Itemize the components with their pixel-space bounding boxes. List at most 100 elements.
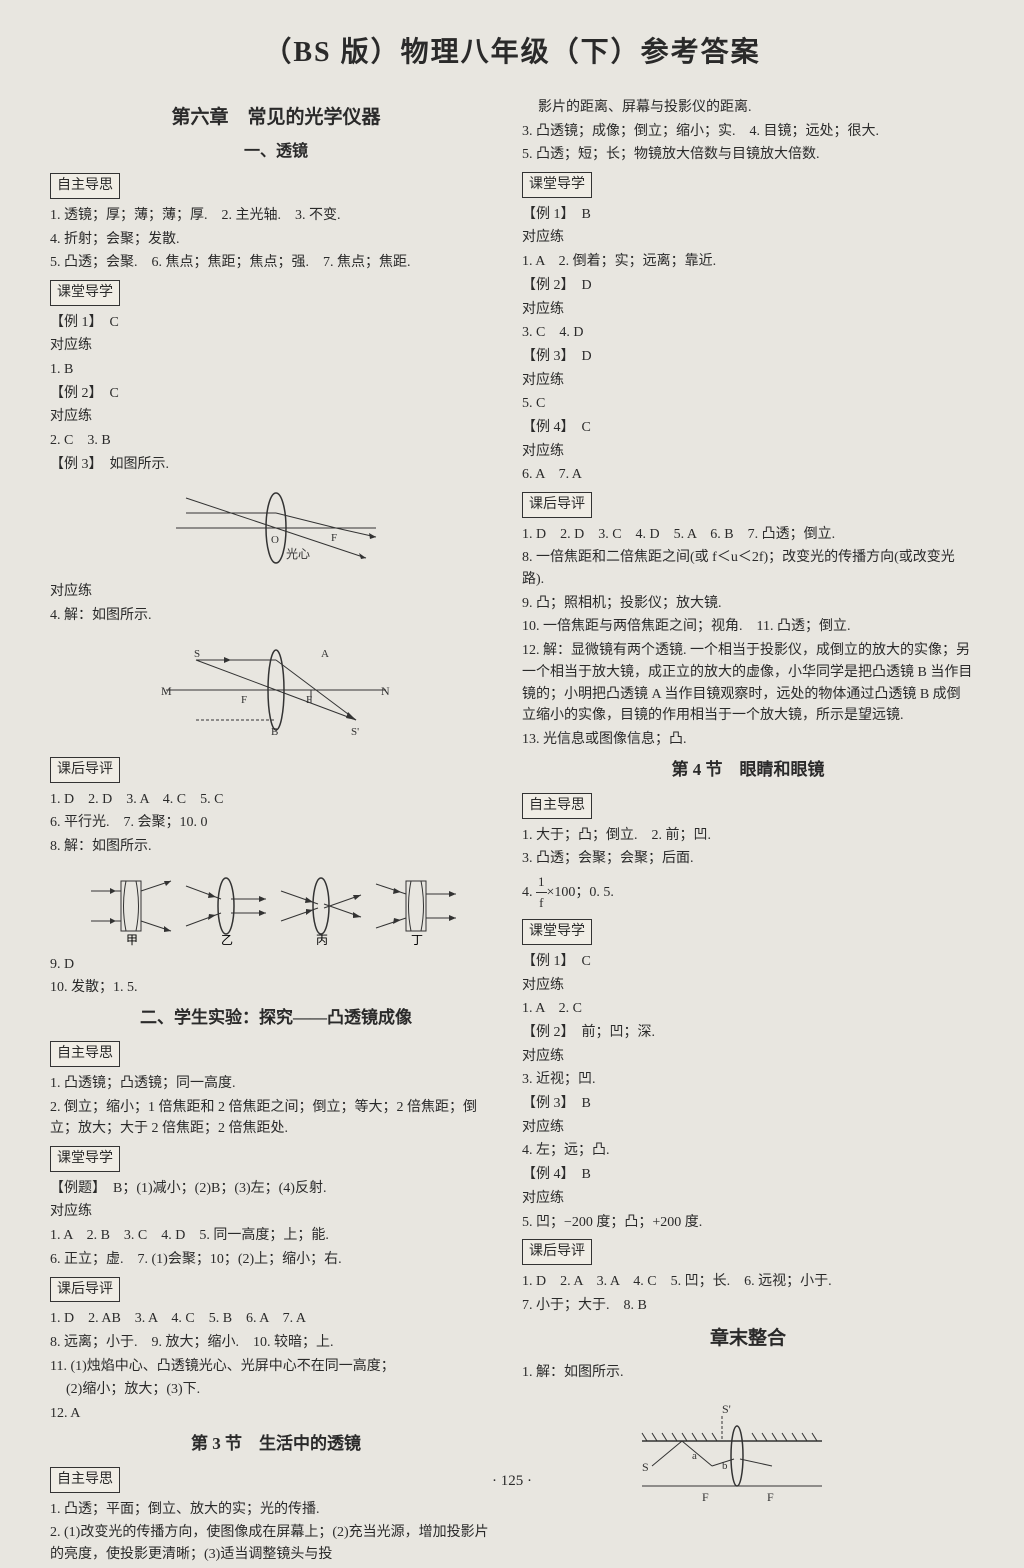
text-line: 【例 1】 B bbox=[522, 204, 974, 226]
text-line: 8. 远离；小于. 9. 放大；缩小. 10. 较暗；上. bbox=[50, 1332, 502, 1354]
text-line: 对应练 bbox=[522, 441, 974, 463]
text-line: 2. (1)改变光的传播方向，使图像成在屏幕上；(2)充当光源，增加投影片的亮度… bbox=[50, 1522, 502, 1565]
box-khdp-2: 课后导评 bbox=[50, 1277, 120, 1303]
svg-text:B: B bbox=[271, 726, 278, 738]
svg-text:S: S bbox=[194, 648, 200, 660]
text-line: 4. 左；远；凸. bbox=[522, 1140, 974, 1162]
text-line: 1. 凸透；平面；倒立、放大的实；光的传播. bbox=[50, 1499, 502, 1521]
text-line: 10. 一倍焦距与两倍焦距之间；视角. 11. 凸透；倒立. bbox=[522, 616, 974, 638]
text-line: 对应练 bbox=[522, 370, 974, 392]
text-line: 【例 3】 D bbox=[522, 346, 974, 368]
text-line: (2)缩小；放大；(3)下. bbox=[50, 1379, 502, 1401]
text-line: 13. 光信息或图像信息；凸. bbox=[522, 729, 974, 751]
svg-text:a: a bbox=[692, 1450, 697, 1462]
text-line: 【例 2】 前；凹；深. bbox=[522, 1022, 974, 1044]
text-line: 11. (1)烛焰中心、凸透镜光心、光屏中心不在同一高度； bbox=[50, 1356, 502, 1378]
box-khdp-r1: 课后导评 bbox=[522, 492, 592, 518]
section3-title: 第 3 节 生活中的透镜 bbox=[50, 1431, 502, 1457]
text-line: 12. A bbox=[50, 1403, 502, 1425]
svg-text:丁: 丁 bbox=[411, 933, 423, 946]
svg-text:乙: 乙 bbox=[221, 933, 233, 946]
text-line: 5. 凹；−200 度；凸；+200 度. bbox=[522, 1212, 974, 1234]
text-line: 4. 解：如图所示. bbox=[50, 605, 502, 627]
text-line: 2. C 3. B bbox=[50, 430, 502, 452]
section2-title: 二、学生实验：探究——凸透镜成像 bbox=[50, 1005, 502, 1031]
svg-text:N: N bbox=[381, 684, 390, 698]
box-zzds-r2: 自主导思 bbox=[522, 793, 592, 819]
page-number: · 125 · bbox=[492, 1473, 532, 1490]
mirror-diagram: S' S a b F F bbox=[622, 1391, 842, 1511]
box-ktdx-r1: 课堂导学 bbox=[522, 172, 592, 198]
text-line: 1. 凸透镜；凸透镜；同一高度. bbox=[50, 1073, 502, 1095]
lens-diagram-2: M N F F S A B S' bbox=[156, 635, 396, 745]
text-line: 对应练 bbox=[522, 227, 974, 249]
right-column: 影片的距离、屏幕与投影仪的距离. 3. 凸透镜；成像；倒立；缩小；实. 4. 目… bbox=[522, 95, 974, 1568]
svg-text:F: F bbox=[331, 532, 337, 544]
text-line: 对应练 bbox=[522, 299, 974, 321]
svg-text:M: M bbox=[161, 684, 172, 698]
text-line: 6. 正立；虚. 7. (1)会聚；10；(2)上；缩小；右. bbox=[50, 1249, 502, 1271]
text-line: 5. 凸透；会聚. 6. 焦点；焦距；焦点；强. 7. 焦点；焦距. bbox=[50, 252, 502, 274]
text-line: 2. 倒立；缩小；1 倍焦距和 2 倍焦距之间；倒立；等大；2 倍焦距；倒立；放… bbox=[50, 1097, 502, 1140]
svg-text:甲: 甲 bbox=[126, 933, 138, 946]
text-line: 对应练 bbox=[522, 1046, 974, 1068]
text-line: 1. D 2. AB 3. A 4. C 5. B 6. A 7. A bbox=[50, 1308, 502, 1330]
svg-text:F: F bbox=[767, 1490, 774, 1504]
text-line: 6. A 7. A bbox=[522, 464, 974, 486]
lens-array-diagram: 甲 乙 丙 bbox=[86, 866, 466, 946]
section4-title: 第 4 节 眼睛和眼镜 bbox=[522, 757, 974, 783]
box-zzds-2: 自主导思 bbox=[50, 1041, 120, 1067]
text-line: 1. 透镜；厚；薄；薄；厚. 2. 主光轴. 3. 不变. bbox=[50, 205, 502, 227]
svg-text:S': S' bbox=[722, 1402, 731, 1416]
box-khdp-1: 课后导评 bbox=[50, 757, 120, 783]
text-line: 6. 平行光. 7. 会聚；10. 0 bbox=[50, 812, 502, 834]
text-fragment: 4. bbox=[522, 885, 536, 900]
page-title: （BS 版）物理八年级（下）参考答案 bbox=[50, 30, 974, 70]
text-line: 对应练 bbox=[50, 1201, 502, 1223]
text-line: 对应练 bbox=[50, 581, 502, 603]
box-ktdx-r2: 课堂导学 bbox=[522, 919, 592, 945]
box-ktdx-1: 课堂导学 bbox=[50, 280, 120, 306]
text-line: 10. 发散；1. 5. bbox=[50, 977, 502, 999]
text-line: 1. A 2. B 3. C 4. D 5. 同一高度；上；能. bbox=[50, 1225, 502, 1247]
text-line: 8. 一倍焦距和二倍焦距之间(或 f＜u＜2f)；改变光的传播方向(或改变光路)… bbox=[522, 547, 974, 590]
text-line: 对应练 bbox=[522, 1188, 974, 1210]
text-line: 4. 折射；会聚；发散. bbox=[50, 229, 502, 251]
left-column: 第六章 常见的光学仪器 一、透镜 自主导思 1. 透镜；厚；薄；薄；厚. 2. … bbox=[50, 95, 502, 1568]
text-line: 1. A 2. C bbox=[522, 998, 974, 1020]
text-line: 1. D 2. A 3. A 4. C 5. 凹；长. 6. 远视；小于. bbox=[522, 1271, 974, 1293]
box-zzds-3: 自主导思 bbox=[50, 1467, 120, 1493]
text-line: 【例题】 B；(1)减小；(2)B；(3)左；(4)反射. bbox=[50, 1178, 502, 1200]
text-line: 12. 解：显微镜有两个透镜. 一个相当于投影仪，成倒立的放大的实像；另一个相当… bbox=[522, 640, 974, 727]
svg-text:S: S bbox=[642, 1460, 649, 1474]
text-line: 【例 1】 C bbox=[522, 951, 974, 973]
lens-diagram-1: O F 光心 bbox=[166, 483, 386, 573]
text-line: 【例 2】 D bbox=[522, 275, 974, 297]
fraction: 1f bbox=[536, 872, 547, 913]
box-zzds-1: 自主导思 bbox=[50, 173, 120, 199]
content-columns: 第六章 常见的光学仪器 一、透镜 自主导思 1. 透镜；厚；薄；薄；厚. 2. … bbox=[50, 95, 974, 1568]
text-line: 1. D 2. D 3. A 4. C 5. C bbox=[50, 789, 502, 811]
text-line: 1. B bbox=[50, 359, 502, 381]
text-line: 3. 凸透；会聚；会聚；后面. bbox=[522, 848, 974, 870]
text-line: 对应练 bbox=[522, 1117, 974, 1139]
text-line: 【例 4】 C bbox=[522, 417, 974, 439]
text-line: 1. A 2. 倒着；实；远离；靠近. bbox=[522, 251, 974, 273]
text-line: 影片的距离、屏幕与投影仪的距离. bbox=[522, 97, 974, 119]
text-line: 4. 1f×100；0. 5. bbox=[522, 872, 974, 913]
text-line: 3. 近视；凹. bbox=[522, 1069, 974, 1091]
section1-title: 一、透镜 bbox=[50, 140, 502, 165]
final-chapter: 章末整合 bbox=[522, 1324, 974, 1353]
svg-text:O: O bbox=[271, 534, 279, 546]
svg-text:F: F bbox=[241, 694, 247, 706]
svg-text:A: A bbox=[321, 648, 329, 660]
svg-text:F: F bbox=[702, 1490, 709, 1504]
text-line: 5. 凸透；短；长；物镜放大倍数与目镜放大倍数. bbox=[522, 144, 974, 166]
text-line: 3. 凸透镜；成像；倒立；缩小；实. 4. 目镜；远处；很大. bbox=[522, 121, 974, 143]
text-line: 9. 凸；照相机；投影仪；放大镜. bbox=[522, 593, 974, 615]
text-line: 对应练 bbox=[50, 406, 502, 428]
svg-text:丙: 丙 bbox=[316, 933, 328, 946]
box-ktdx-2: 课堂导学 bbox=[50, 1146, 120, 1172]
text-line: 对应练 bbox=[522, 975, 974, 997]
text-line: 7. 小于；大于. 8. B bbox=[522, 1295, 974, 1317]
